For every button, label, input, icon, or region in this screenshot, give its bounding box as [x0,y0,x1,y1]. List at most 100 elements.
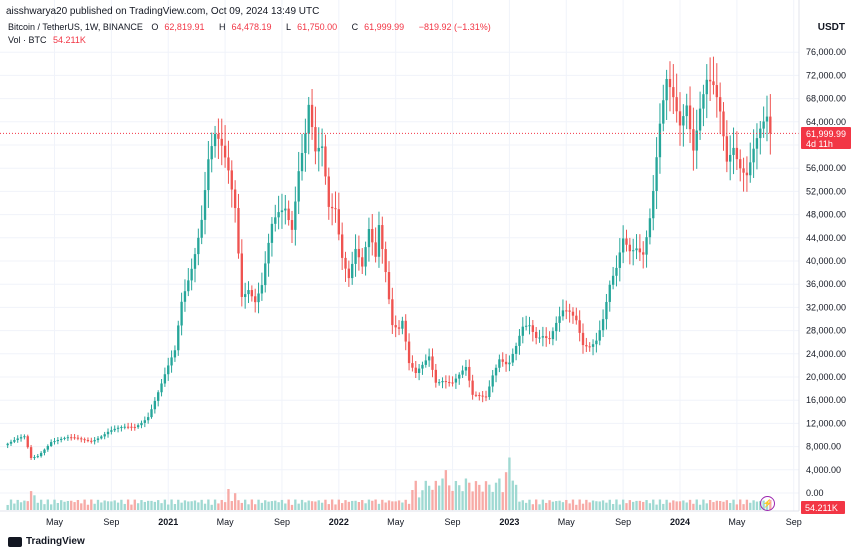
countdown-value: 4d 11h [806,139,833,149]
price-tick-label: 56,000.00 [806,163,846,173]
candle-body [340,234,344,258]
volume-bar [377,503,381,510]
volume-bar [254,504,257,510]
volume-bar [73,502,76,510]
candle-body [635,248,638,251]
candle-body [297,171,300,202]
price-tick-label: 12,000.00 [806,418,846,428]
volume-bar [270,501,274,510]
candle-body [394,325,397,328]
candle-body [632,250,635,252]
candle-body [240,253,243,297]
candle-body [434,369,438,383]
currency-label[interactable]: USDT [817,22,845,33]
tradingview-logo[interactable]: TradingView [8,536,85,547]
candle-body [136,425,140,428]
candle-body [732,147,735,155]
price-tick-label: 72,000.00 [806,70,846,80]
candle-body [133,426,136,428]
time-axis[interactable]: May Sep 2021 May Sep 2022 May Sep 2023 May Sep 2024… [46,517,802,527]
candle-body [708,79,712,82]
candle-body [427,356,431,361]
volume-bar [103,500,106,510]
candle-body [739,159,742,169]
volume-bar [608,499,611,510]
volume-bar [210,504,213,510]
volume-bar [284,503,287,510]
price-tick-label: 52,000.00 [806,186,846,196]
candle-body [284,208,287,211]
candle-body [170,357,173,366]
candle-body [481,395,484,397]
volume-bar [33,495,36,510]
volume-bar [230,501,233,510]
candle-body [143,420,146,423]
candle-body [46,446,49,450]
candle-body [290,220,294,230]
candle-body [130,426,133,428]
candle-body [478,395,481,397]
candle-body [197,237,200,255]
candle-body [658,123,662,158]
volume-bar [591,500,595,510]
volume-bar [43,504,46,510]
candle-body [682,116,685,126]
volume-bar [233,493,237,510]
volume-bar [461,491,464,510]
candle-body [354,248,357,264]
symbol-name[interactable]: Bitcoin / TetherUS, 1W, BINANCE [8,22,143,32]
price-tick-label: 68,000.00 [806,94,846,104]
candle-body [595,340,598,345]
candle-body [521,326,524,336]
volume-bar [685,502,688,510]
volume-bar [153,501,157,510]
volume-bar [13,503,16,510]
volume-bar [36,502,39,510]
volume-bar [180,502,183,510]
volume-bar [394,501,397,510]
candle-body [126,426,130,428]
volume-bar [173,503,177,510]
volume-bar [601,500,605,510]
volume-bar [611,504,615,510]
candle-body [150,409,153,418]
volume-bar [524,502,528,510]
candle-body [307,104,310,134]
candle-body [601,319,605,331]
candle-body [448,382,451,384]
volume-bar [414,480,417,510]
candle-body [227,157,230,171]
volume-bar [424,480,427,510]
volume-bar [96,499,100,510]
candle-body [535,331,538,338]
candle-body [648,218,652,238]
volume-label[interactable]: Vol · BTC [8,35,47,45]
volume-bar [257,499,260,510]
volume-bar [86,504,90,510]
volume-bar [397,500,401,510]
candle-body [63,437,66,439]
volume-bar [571,499,575,510]
candle-body [605,301,608,320]
volume-bar [314,501,317,510]
volume-bar [384,502,387,510]
price-tick-label: 20,000.00 [806,372,846,382]
volume-bar [581,503,585,510]
volume-bar [598,501,601,510]
lightning-icon[interactable]: ⚡ [760,496,775,511]
candle-body [424,360,427,365]
candle-body [173,350,177,358]
volume-bar [140,500,143,510]
candle-body [70,437,73,439]
candle-body [438,382,441,384]
candle-body [327,176,330,207]
price-axis[interactable]: 76,000.0072,000.0068,000.0064,000.0060,0… [806,47,846,498]
candle-body [705,79,708,95]
candle-body [401,320,404,329]
volume-bar [755,501,759,510]
volume-bar [354,500,357,510]
volume-bar [307,500,310,510]
volume-bar [90,499,93,510]
volume-bar [361,500,364,510]
